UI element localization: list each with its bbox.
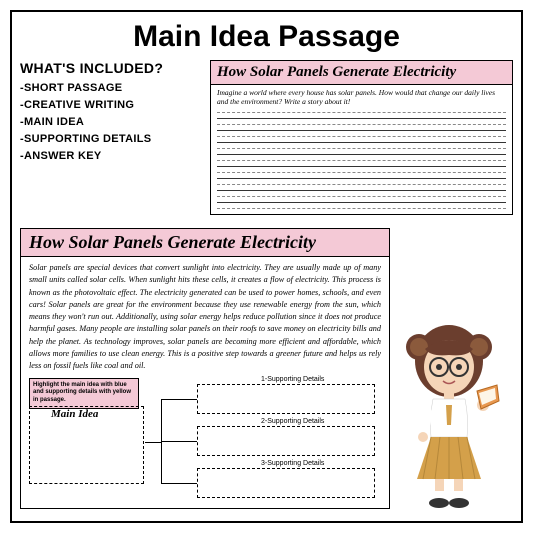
included-item-0: -SHORT PASSAGE [20,82,204,94]
passage-worksheet: How Solar Panels Generate Electricity So… [20,228,390,509]
writing-worksheet-header: How Solar Panels Generate Electricity [211,61,512,85]
writing-lines [211,108,512,215]
connector-line-2 [161,441,197,442]
instruction-box: Highlight the main idea with blue and su… [29,378,139,409]
connector-main [145,442,161,443]
detail-box-3 [197,468,375,498]
top-section: WHAT'S INCLUDED? -SHORT PASSAGE -CREATIV… [12,60,521,215]
connector-line-3 [161,483,197,484]
detail-box-2 [197,426,375,456]
included-item-4: -ANSWER KEY [20,150,204,162]
page-container: Main Idea Passage WHAT'S INCLUDED? -SHOR… [10,10,523,523]
detail-label-3: 3-Supporting Details [261,460,324,467]
passage-worksheet-header: How Solar Panels Generate Electricity [21,229,389,257]
passage-text: Solar panels are special devices that co… [21,257,389,378]
included-item-3: -SUPPORTING DETAILS [20,133,204,145]
main-title: Main Idea Passage [12,12,521,60]
connector-line-1 [161,399,197,400]
detail-label-2: 2-Supporting Details [261,418,324,425]
included-item-1: -CREATIVE WRITING [20,99,204,111]
student-girl-illustration [389,319,509,509]
main-idea-box [29,406,144,484]
graphic-organizer: Highlight the main idea with blue and su… [21,378,389,508]
writing-worksheet: How Solar Panels Generate Electricity Im… [210,60,513,215]
writing-prompt: Imagine a world where every house has so… [211,85,512,108]
detail-label-1: 1-Supporting Details [261,376,324,383]
included-item-2: -MAIN IDEA [20,116,204,128]
detail-box-1 [197,384,375,414]
included-panel: WHAT'S INCLUDED? -SHORT PASSAGE -CREATIV… [20,60,210,215]
included-title: WHAT'S INCLUDED? [20,60,204,76]
